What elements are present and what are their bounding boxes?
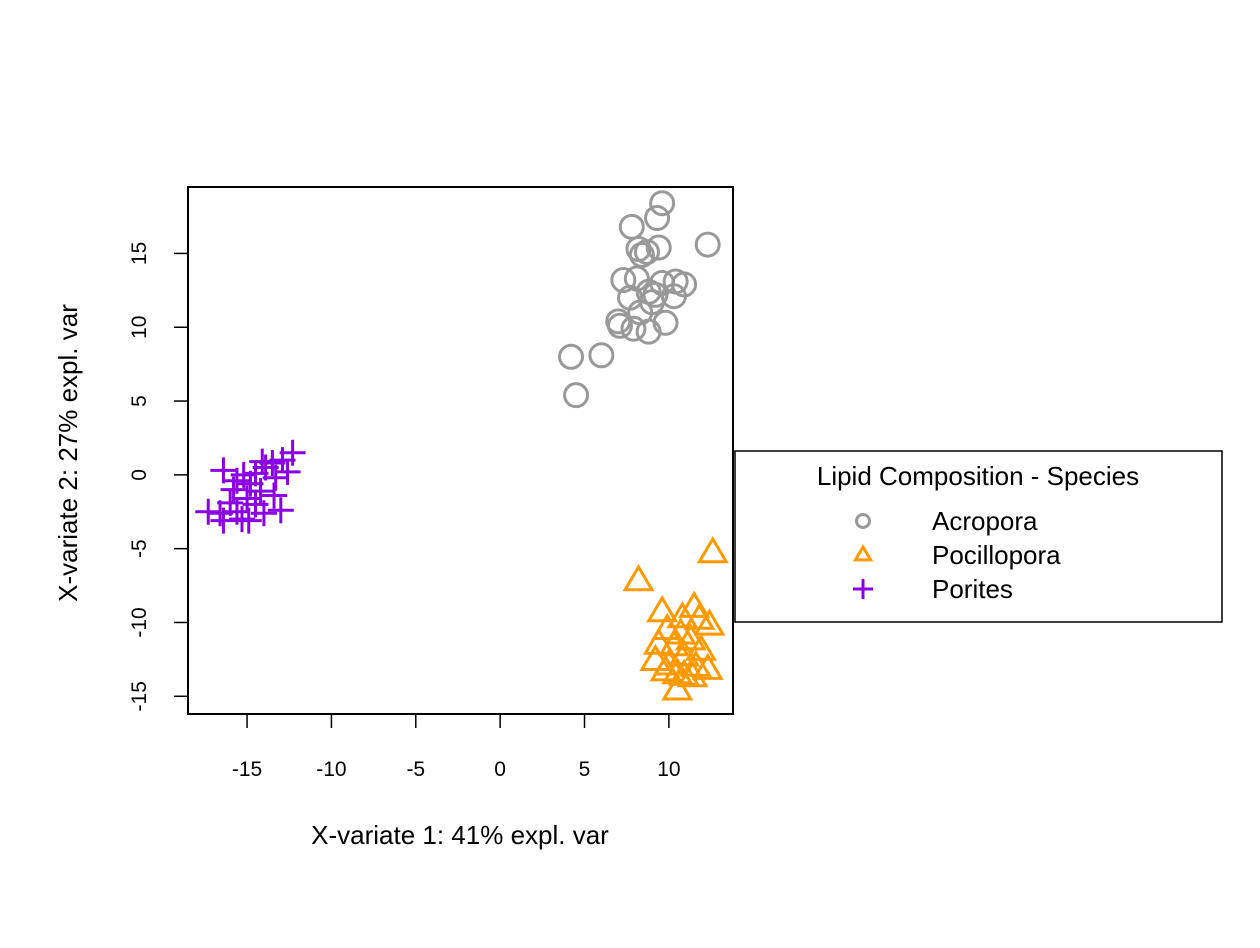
series-acropora	[558, 190, 721, 409]
legend: Lipid Composition - Species Acropora Poci…	[734, 450, 1223, 623]
legend-label-pocillopora: Pocillopora	[932, 540, 1061, 570]
series-porites	[195, 439, 306, 534]
data-point-acropora	[644, 205, 671, 231]
legend-title: Lipid Composition - Species	[817, 461, 1139, 491]
data-point-pocillopora	[668, 639, 701, 667]
data-point-porites	[262, 464, 289, 491]
x-axis: -15 -10 -5 0 5 10	[232, 713, 681, 781]
data-point-porites	[261, 482, 288, 509]
x-tick-label: -5	[406, 758, 425, 781]
x-tick-label: 10	[657, 758, 680, 781]
y-tick-label: -5	[128, 539, 151, 558]
data-point-acropora	[652, 309, 679, 336]
x-tick-label: -10	[316, 758, 346, 781]
x-tick-label: 5	[579, 758, 591, 781]
legend-entries: Acropora Pocillopora Porites	[852, 506, 1061, 604]
x-tick-label: -15	[232, 758, 262, 781]
data-point-porites	[249, 448, 276, 475]
y-tick-label: 15	[128, 242, 151, 265]
legend-box	[734, 450, 1223, 623]
data-point-pocillopora	[666, 600, 699, 629]
data-point-acropora	[645, 234, 672, 261]
x-tick-label: 0	[494, 758, 506, 781]
data-point-acropora	[588, 342, 615, 369]
data-point-porites	[228, 506, 255, 533]
data-point-porites	[250, 500, 277, 527]
data-point-porites	[247, 478, 274, 505]
data-point-porites	[274, 458, 301, 485]
data-point-pocillopora	[693, 608, 726, 636]
data-point-acropora	[618, 213, 645, 240]
data-point-acropora	[694, 231, 721, 258]
y-tick-label: -15	[128, 681, 151, 711]
y-tick-label: 0	[128, 469, 151, 481]
data-point-pocillopora	[639, 643, 672, 672]
data-point-pocillopora	[661, 673, 694, 701]
data-point-acropora	[558, 343, 585, 370]
data-point-pocillopora	[622, 564, 655, 592]
y-axis-title: X-variate 2: 27% expl. var	[53, 304, 83, 602]
data-point-acropora	[606, 312, 633, 339]
data-point-acropora	[628, 241, 655, 268]
legend-label-acropora: Acropora	[932, 506, 1038, 536]
data-point-pocillopora	[651, 612, 684, 641]
data-point-porites	[210, 457, 237, 484]
data-point-pocillopora	[676, 660, 709, 688]
y-tick-label: 10	[128, 316, 151, 339]
series-pocillopora	[622, 536, 729, 701]
data-point-pocillopora	[691, 652, 724, 680]
legend-label-porites: Porites	[932, 574, 1013, 604]
data-point-porites	[195, 498, 222, 525]
data-point-pocillopora	[674, 623, 707, 651]
legend-symbol-pocillopora	[852, 544, 874, 562]
data-point-pocillopora	[646, 595, 679, 623]
y-tick-label: -10	[128, 607, 151, 637]
legend-symbol-acropora	[855, 513, 871, 529]
x-axis-title: X-variate 1: 41% expl. var	[311, 820, 609, 850]
data-point-porites	[267, 497, 294, 524]
data-point-acropora	[620, 315, 647, 342]
data-point-pocillopora	[657, 629, 691, 657]
data-point-acropora	[649, 190, 676, 217]
data-point-porites	[220, 476, 247, 503]
data-point-pocillopora	[696, 536, 729, 564]
y-tick-label: 5	[128, 395, 151, 407]
y-axis: -15 -10 -5 0 5 10 15	[128, 242, 189, 711]
plot-frame	[187, 186, 734, 715]
data-points	[195, 190, 729, 701]
legend-symbol-porites	[853, 579, 873, 599]
data-point-acropora	[563, 382, 590, 409]
data-point-acropora	[633, 238, 660, 265]
data-point-acropora	[610, 267, 637, 293]
